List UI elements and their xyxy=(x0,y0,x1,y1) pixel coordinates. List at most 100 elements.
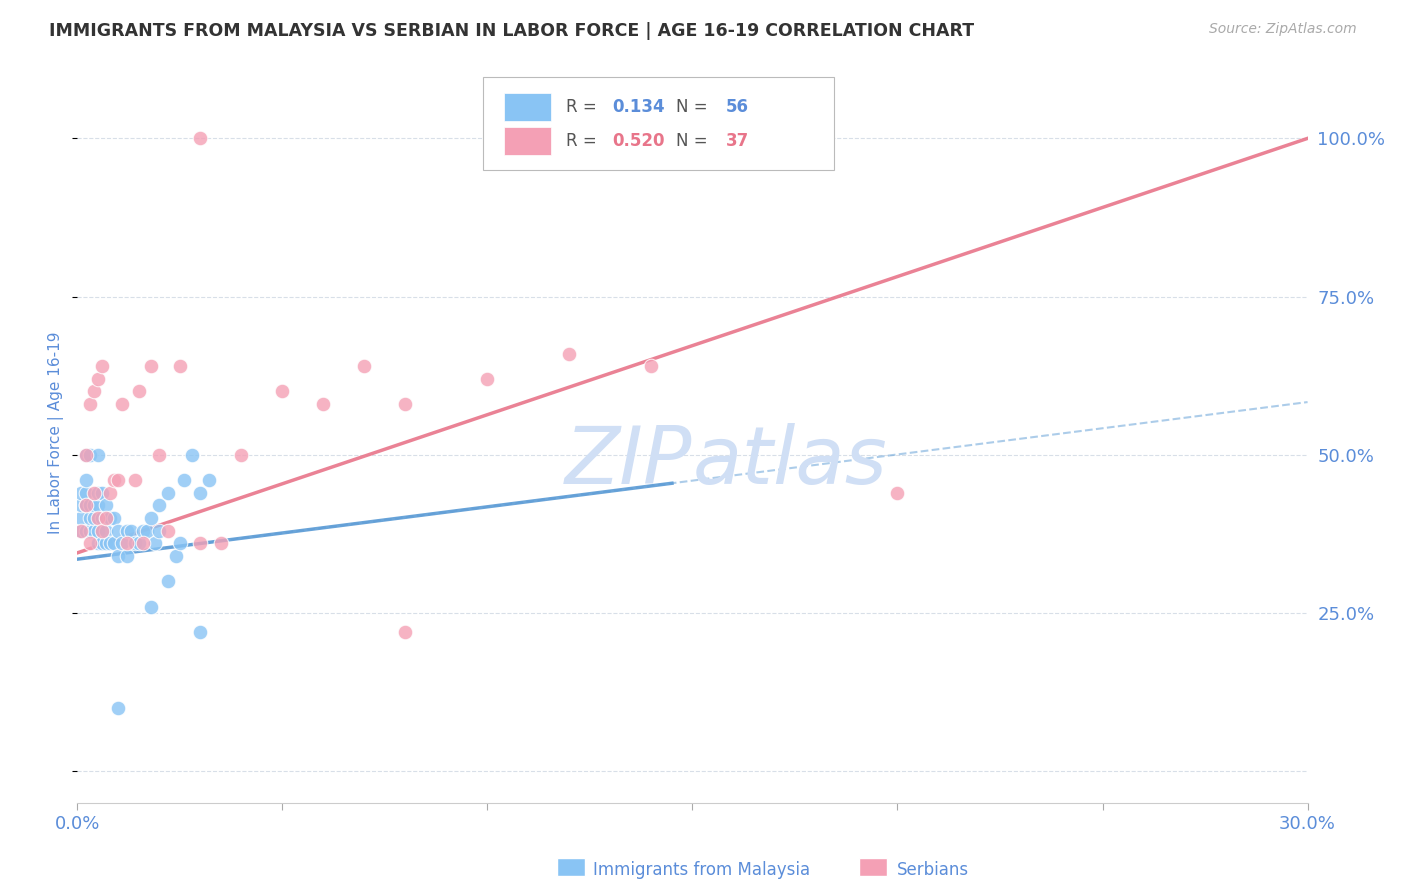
Point xyxy=(107,549,129,563)
Point xyxy=(79,511,101,525)
Point xyxy=(70,499,93,513)
Text: atlas: atlas xyxy=(693,423,887,501)
Point xyxy=(90,359,114,374)
Point xyxy=(115,536,138,550)
Point xyxy=(188,131,212,145)
Point xyxy=(75,448,97,462)
Point xyxy=(75,524,97,538)
Text: 0.520: 0.520 xyxy=(613,132,665,150)
Point xyxy=(188,536,212,550)
Text: IMMIGRANTS FROM MALAYSIA VS SERBIAN IN LABOR FORCE | AGE 16-19 CORRELATION CHART: IMMIGRANTS FROM MALAYSIA VS SERBIAN IN L… xyxy=(49,22,974,40)
Point xyxy=(107,473,129,487)
Point xyxy=(87,536,110,550)
Point xyxy=(98,485,121,500)
Point xyxy=(231,448,253,462)
Point xyxy=(70,485,93,500)
Text: Serbians: Serbians xyxy=(897,861,969,879)
FancyBboxPatch shape xyxy=(557,858,585,876)
Point xyxy=(70,524,93,538)
Point xyxy=(394,624,416,639)
Point xyxy=(87,485,110,500)
Point xyxy=(98,511,121,525)
Point xyxy=(94,511,117,525)
Point xyxy=(312,397,335,411)
Point xyxy=(79,524,101,538)
Point xyxy=(120,524,142,538)
Text: 56: 56 xyxy=(725,98,748,116)
Point xyxy=(83,524,105,538)
Point xyxy=(128,384,150,399)
Point xyxy=(111,397,134,411)
Point xyxy=(169,359,191,374)
Point xyxy=(181,448,204,462)
Text: R =: R = xyxy=(565,98,602,116)
Point xyxy=(209,536,232,550)
Point xyxy=(156,485,179,500)
Point xyxy=(271,384,294,399)
Point xyxy=(103,536,125,550)
Point xyxy=(75,499,97,513)
Text: ZIP: ZIP xyxy=(565,423,693,501)
Point xyxy=(70,511,93,525)
Point xyxy=(143,536,166,550)
Point xyxy=(188,624,212,639)
Point xyxy=(90,511,114,525)
Text: N =: N = xyxy=(676,132,713,150)
Point xyxy=(141,359,163,374)
Point xyxy=(640,359,662,374)
Point xyxy=(156,524,179,538)
Point xyxy=(87,372,110,386)
Point xyxy=(90,524,114,538)
Point xyxy=(83,384,105,399)
Point xyxy=(132,536,155,550)
Point xyxy=(886,485,908,500)
Point xyxy=(103,473,125,487)
Point xyxy=(75,473,97,487)
Point xyxy=(94,524,117,538)
Point xyxy=(107,524,129,538)
Point xyxy=(70,524,93,538)
Point xyxy=(148,499,170,513)
Point xyxy=(79,536,101,550)
Point xyxy=(90,485,114,500)
Point xyxy=(79,397,101,411)
Point xyxy=(394,397,416,411)
Point xyxy=(111,536,134,550)
Point xyxy=(558,346,581,360)
Y-axis label: In Labor Force | Age 16-19: In Labor Force | Age 16-19 xyxy=(48,331,65,534)
FancyBboxPatch shape xyxy=(859,858,887,876)
Point xyxy=(90,536,114,550)
Point xyxy=(156,574,179,589)
Point xyxy=(477,372,499,386)
Point xyxy=(87,499,110,513)
Point xyxy=(197,473,219,487)
Point xyxy=(87,448,110,462)
Point xyxy=(83,485,105,500)
Point xyxy=(75,499,97,513)
Point xyxy=(103,511,125,525)
Point xyxy=(115,549,138,563)
Point xyxy=(141,511,163,525)
FancyBboxPatch shape xyxy=(505,127,551,155)
Point xyxy=(148,524,170,538)
Point xyxy=(115,524,138,538)
Point xyxy=(87,524,110,538)
Point xyxy=(98,536,121,550)
Point xyxy=(165,549,187,563)
Text: Immigrants from Malaysia: Immigrants from Malaysia xyxy=(593,861,810,879)
Point xyxy=(87,511,110,525)
FancyBboxPatch shape xyxy=(484,78,834,169)
Text: 37: 37 xyxy=(725,132,749,150)
Text: 0.134: 0.134 xyxy=(613,98,665,116)
Point xyxy=(124,473,146,487)
Point xyxy=(124,536,146,550)
FancyBboxPatch shape xyxy=(505,93,551,121)
Text: R =: R = xyxy=(565,132,602,150)
Point xyxy=(169,536,191,550)
Point xyxy=(75,448,97,462)
Point xyxy=(188,485,212,500)
Point xyxy=(136,524,159,538)
Point xyxy=(148,448,170,462)
Text: N =: N = xyxy=(676,98,713,116)
Point xyxy=(83,511,105,525)
